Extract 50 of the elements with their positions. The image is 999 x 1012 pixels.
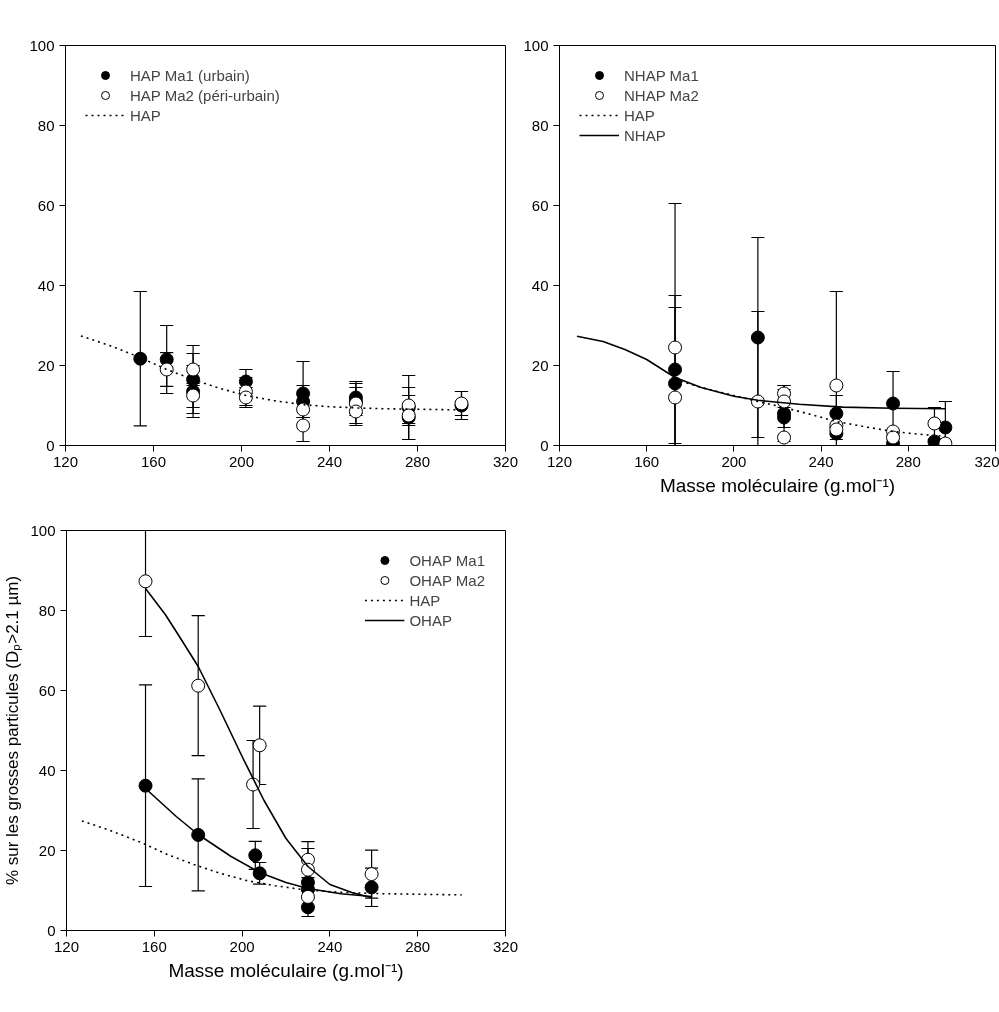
y-tick-label: 100 (29, 36, 55, 54)
y-tick-label: 20 (531, 356, 549, 374)
x-tick-label: 280 (405, 937, 431, 955)
legend-label: NHAP Ma2 (624, 86, 699, 104)
y-tick-label: 80 (38, 601, 56, 619)
x-tick-label: 320 (492, 452, 519, 470)
y-tick-label: 60 (38, 681, 56, 699)
legend-label: NHAP Ma1 (624, 66, 699, 84)
x-tick-label: 240 (316, 452, 343, 470)
y-tick-label: 40 (37, 276, 55, 294)
y-tick-label: 20 (37, 356, 55, 374)
x-axis-title: Masse moléculaire (g.mol⁻¹) (659, 474, 896, 496)
legend-label: HAP Ma1 (urbain) (130, 66, 250, 84)
legend-label: HAP Ma2 (péri-urbain) (130, 86, 280, 104)
y-tick-label: 40 (531, 276, 549, 294)
y-tick-label: 100 (523, 36, 549, 54)
x-tick-label: 120 (546, 452, 573, 470)
x-tick-label: 320 (492, 937, 519, 955)
x-tick-label: 280 (404, 452, 431, 470)
x-tick-label: 240 (808, 452, 834, 470)
x-tick-label: 200 (721, 452, 747, 470)
x-axis-title: Masse moléculaire (g.mol⁻¹) (168, 959, 404, 981)
y-tick-label: 0 (540, 436, 549, 454)
y-tick-label: 20 (38, 841, 56, 859)
y-tick-label: 0 (47, 921, 56, 939)
y-tick-label: 80 (531, 116, 549, 134)
y-tick-label: 40 (38, 761, 56, 779)
x-tick-label: 200 (229, 937, 255, 955)
y-tick-label: 0 (46, 436, 55, 454)
legend-label: HAP (624, 106, 655, 124)
x-tick-label: 200 (228, 452, 255, 470)
y-axis-title: % sur les grosses particules (Dₚ>2.1 µm) (3, 575, 24, 886)
y-tick-label: 60 (531, 196, 549, 214)
x-tick-label: 120 (53, 937, 80, 955)
x-tick-label: 120 (52, 452, 79, 470)
x-tick-label: 160 (634, 452, 660, 470)
legend-label: HAP (130, 106, 161, 124)
y-tick-label: 60 (37, 196, 55, 214)
legend-label: OHAP (409, 611, 452, 629)
x-tick-label: 240 (317, 937, 343, 955)
y-tick-label: 80 (37, 116, 55, 134)
x-tick-label: 280 (895, 452, 921, 470)
legend-label: OHAP Ma1 (409, 551, 485, 569)
x-tick-label: 160 (141, 937, 167, 955)
x-tick-label: 160 (140, 452, 167, 470)
legend-label: OHAP Ma2 (409, 571, 485, 589)
y-tick-label: 100 (30, 521, 56, 539)
x-tick-label: 320 (974, 452, 999, 470)
legend-label: NHAP (624, 126, 666, 144)
legend-label: HAP (409, 591, 441, 609)
